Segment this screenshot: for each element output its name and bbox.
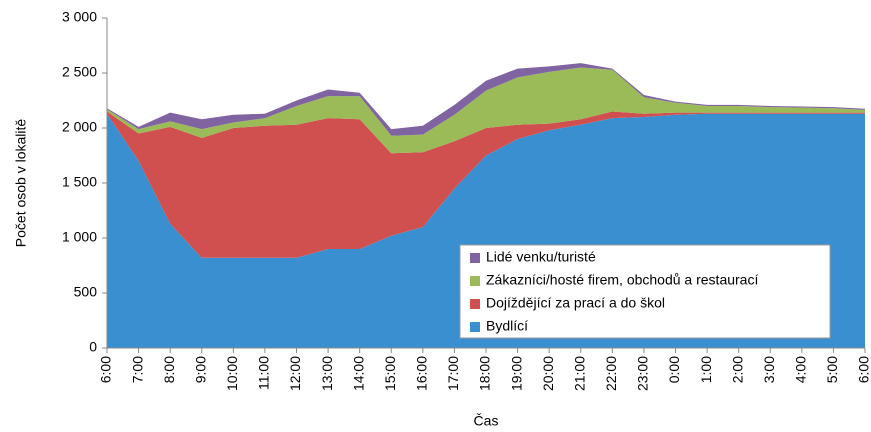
legend-label: Dojíždějící za prací a do škol: [486, 295, 665, 311]
x-tick-label: 17:00: [445, 356, 461, 391]
x-tick-label: 20:00: [540, 356, 556, 391]
legend-label: Bydlící: [486, 318, 528, 334]
y-tick-label: 2 000: [62, 119, 97, 135]
x-tick-label: 22:00: [603, 356, 619, 391]
x-tick-label: 5:00: [824, 356, 840, 383]
y-tick-label: 1 000: [62, 229, 97, 245]
x-tick-label: 18:00: [477, 356, 493, 391]
legend-swatch: [470, 253, 480, 263]
x-tick-label: 21:00: [571, 356, 587, 391]
x-tick-label: 8:00: [161, 356, 177, 383]
x-tick-label: 2:00: [729, 356, 745, 383]
x-tick-label: 0:00: [666, 356, 682, 383]
x-tick-label: 6:00: [98, 356, 114, 383]
y-tick-label: 3 000: [62, 9, 97, 25]
y-axis-title: Počet osob v lokalitě: [13, 119, 29, 248]
legend-box: [459, 244, 831, 339]
y-tick-label: 1 500: [62, 174, 97, 190]
legend-label: Zákazníci/hosté firem, obchodů a restaur…: [486, 272, 758, 288]
y-tick-label: 2 500: [62, 64, 97, 80]
legend-swatch: [470, 276, 480, 286]
x-tick-label: 13:00: [319, 356, 335, 391]
area: [107, 67, 865, 154]
y-tick-label: 0: [89, 339, 97, 355]
x-tick-label: 3:00: [761, 356, 777, 383]
x-tick-label: 19:00: [508, 356, 524, 391]
y-tick-label: 500: [74, 284, 98, 300]
x-tick-label: 4:00: [793, 356, 809, 383]
x-tick-label: 16:00: [414, 356, 430, 391]
legend-swatch: [470, 299, 480, 309]
x-tick-label: 9:00: [192, 356, 208, 383]
x-tick-label: 15:00: [382, 356, 398, 391]
x-tick-label: 7:00: [129, 356, 145, 383]
x-tick-label: 12:00: [287, 356, 303, 391]
legend-swatch: [470, 322, 480, 332]
area: [107, 111, 865, 258]
x-tick-label: 11:00: [256, 356, 272, 390]
x-axis-title: Čas: [474, 413, 499, 429]
x-tick-label: 14:00: [350, 356, 366, 391]
x-tick-label: 6:00: [856, 356, 871, 383]
x-tick-label: 23:00: [635, 356, 651, 391]
x-tick-label: 10:00: [224, 356, 240, 391]
legend-label: Lidé venku/turisté: [486, 249, 596, 265]
x-tick-label: 1:00: [698, 356, 714, 383]
